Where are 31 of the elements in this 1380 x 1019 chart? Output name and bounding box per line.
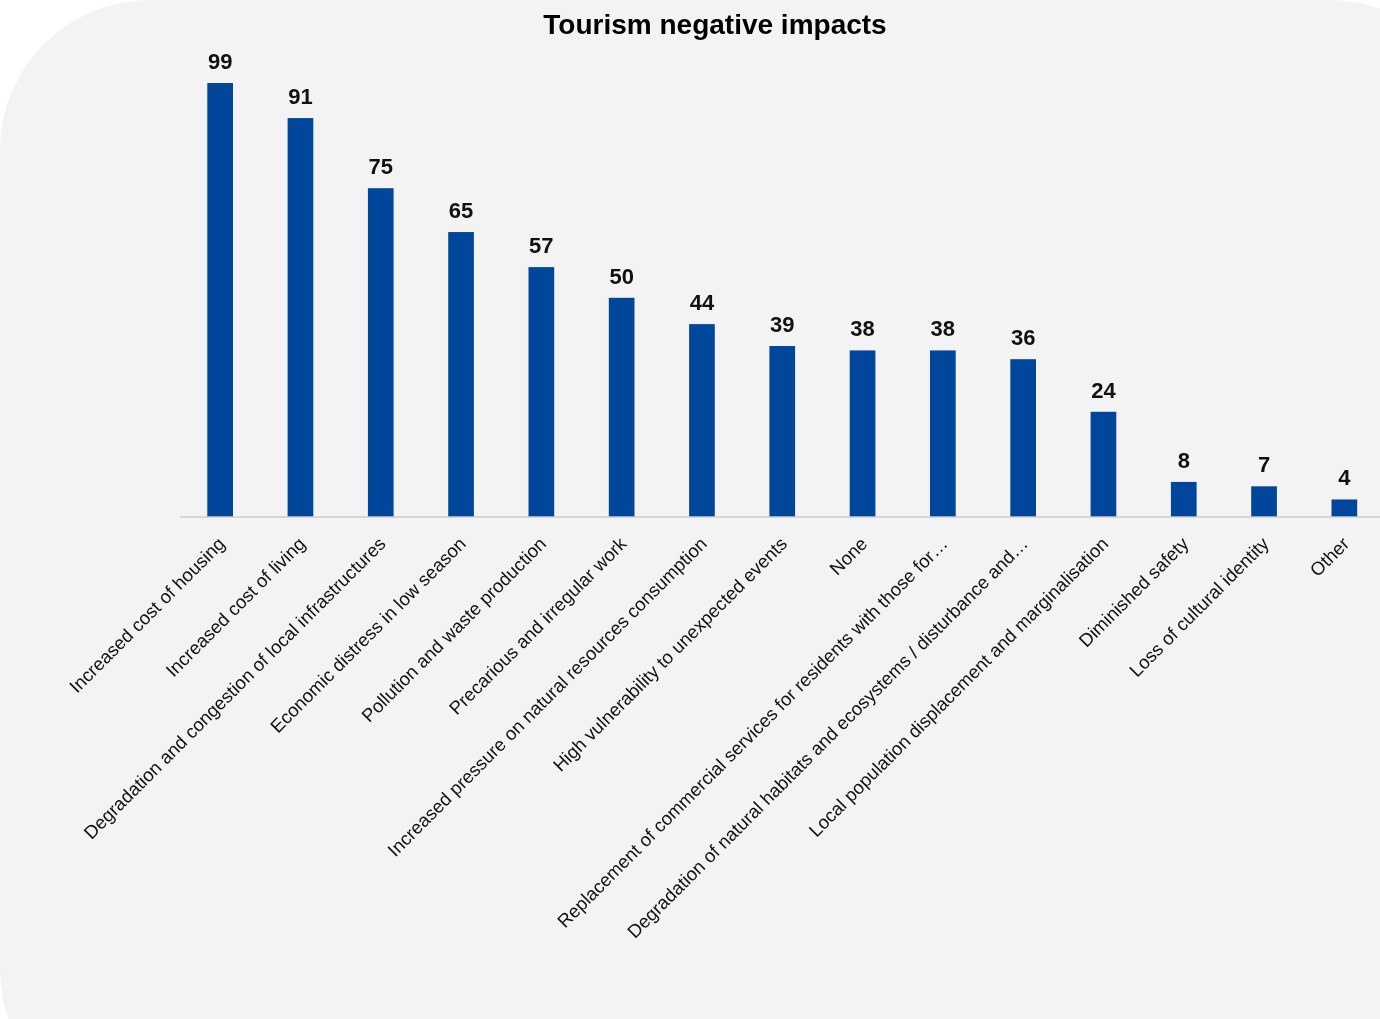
data-label: 8 <box>1177 447 1190 473</box>
data-label: 57 <box>529 233 554 259</box>
bar <box>1170 481 1197 517</box>
data-label: 91 <box>288 84 313 110</box>
bar <box>1251 486 1277 517</box>
bar <box>930 350 956 517</box>
data-label: 38 <box>930 316 956 342</box>
data-label: 99 <box>207 49 233 74</box>
data-label: 50 <box>609 263 634 289</box>
data-label: 75 <box>368 154 393 180</box>
data-label: 7 <box>1257 452 1271 478</box>
data-label: 65 <box>448 198 474 224</box>
bar <box>1010 359 1036 517</box>
bar <box>608 297 635 517</box>
bar <box>849 350 876 517</box>
data-label: 44 <box>689 290 715 316</box>
bar <box>689 324 715 517</box>
bar <box>528 267 555 517</box>
bar <box>287 118 314 517</box>
bar <box>769 346 796 517</box>
bar <box>1331 499 1358 517</box>
bar <box>207 83 233 517</box>
data-label: 39 <box>770 312 795 338</box>
chart-title: Tourism negative impacts <box>543 9 887 40</box>
bar <box>1090 411 1117 517</box>
bar <box>448 232 474 517</box>
data-label: 24 <box>1091 377 1117 403</box>
data-label: 36 <box>1010 325 1036 351</box>
data-label: 38 <box>850 316 875 342</box>
bar <box>367 188 394 517</box>
data-label: 4 <box>1338 465 1352 491</box>
